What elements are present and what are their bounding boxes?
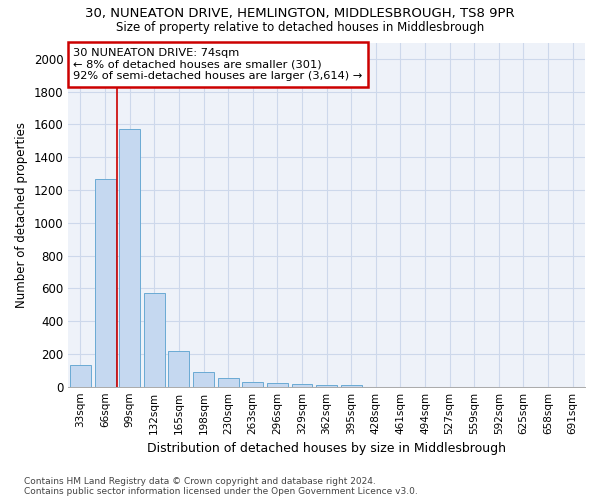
Bar xyxy=(95,178,116,386)
Bar xyxy=(119,130,140,386)
Bar xyxy=(218,378,239,386)
X-axis label: Distribution of detached houses by size in Middlesbrough: Distribution of detached houses by size … xyxy=(147,442,506,455)
Bar xyxy=(70,366,91,386)
Bar xyxy=(292,384,313,386)
Text: Contains HM Land Registry data © Crown copyright and database right 2024.
Contai: Contains HM Land Registry data © Crown c… xyxy=(24,476,418,496)
Text: 30 NUNEATON DRIVE: 74sqm
← 8% of detached houses are smaller (301)
92% of semi-d: 30 NUNEATON DRIVE: 74sqm ← 8% of detache… xyxy=(73,48,362,81)
Text: Size of property relative to detached houses in Middlesbrough: Size of property relative to detached ho… xyxy=(116,21,484,34)
Y-axis label: Number of detached properties: Number of detached properties xyxy=(15,122,28,308)
Text: 30, NUNEATON DRIVE, HEMLINGTON, MIDDLESBROUGH, TS8 9PR: 30, NUNEATON DRIVE, HEMLINGTON, MIDDLESB… xyxy=(85,8,515,20)
Bar xyxy=(316,385,337,386)
Bar xyxy=(341,385,362,386)
Bar xyxy=(242,382,263,386)
Bar xyxy=(144,294,165,386)
Bar xyxy=(267,384,288,386)
Bar xyxy=(169,352,190,386)
Bar xyxy=(193,372,214,386)
